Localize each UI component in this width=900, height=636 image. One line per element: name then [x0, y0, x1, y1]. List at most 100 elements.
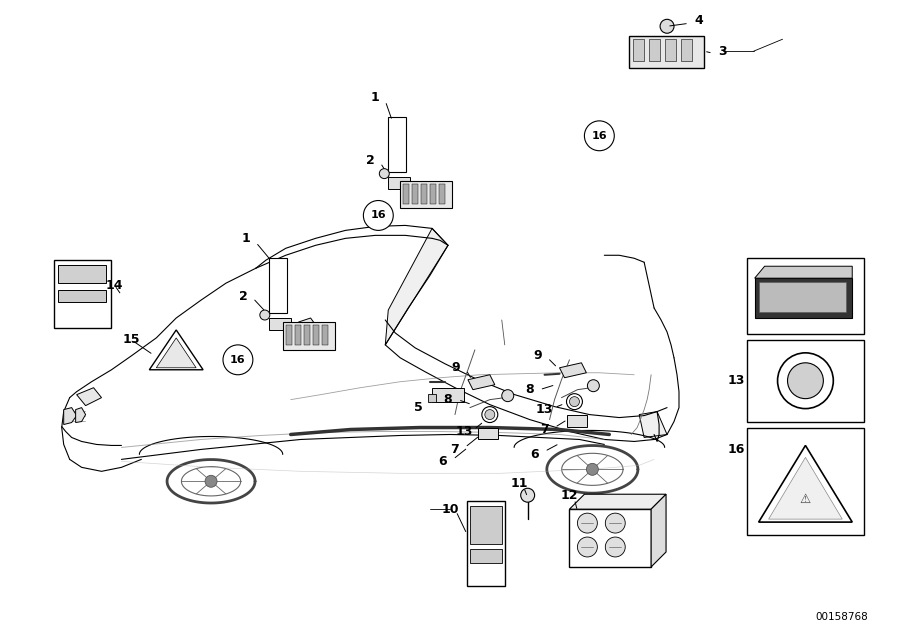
Circle shape	[485, 410, 495, 420]
Bar	[54, 260, 112, 328]
Text: 15: 15	[122, 333, 140, 347]
Polygon shape	[468, 375, 495, 390]
Text: 3: 3	[718, 45, 727, 58]
Bar	[303, 325, 310, 345]
Circle shape	[482, 406, 498, 422]
Polygon shape	[76, 388, 102, 406]
Text: 11: 11	[511, 477, 528, 490]
Bar	[681, 39, 692, 61]
Bar	[478, 427, 498, 439]
Circle shape	[660, 19, 674, 33]
Text: 7: 7	[540, 423, 549, 436]
Text: 12: 12	[561, 488, 578, 502]
Polygon shape	[651, 494, 666, 567]
Text: ⚠: ⚠	[800, 493, 811, 506]
Text: 5: 5	[414, 401, 422, 414]
Text: 1: 1	[241, 232, 250, 245]
Circle shape	[606, 513, 626, 533]
Bar	[759, 282, 846, 312]
Polygon shape	[76, 408, 86, 422]
Text: 16: 16	[591, 131, 608, 141]
Circle shape	[788, 363, 824, 399]
Bar	[432, 388, 464, 401]
Text: 7: 7	[451, 443, 459, 456]
Bar	[403, 184, 410, 204]
Bar	[629, 36, 704, 68]
Text: 8: 8	[444, 393, 453, 406]
Bar	[388, 177, 410, 188]
Bar	[294, 325, 301, 345]
Text: 10: 10	[441, 502, 459, 516]
Circle shape	[364, 200, 393, 230]
Text: 6: 6	[530, 448, 539, 461]
Bar	[634, 39, 644, 61]
Bar	[470, 506, 502, 544]
Text: 2: 2	[238, 289, 248, 303]
Bar	[649, 39, 660, 61]
Bar	[747, 427, 864, 535]
Bar	[467, 501, 505, 586]
Polygon shape	[639, 411, 667, 438]
Text: 13: 13	[728, 374, 745, 387]
Polygon shape	[296, 318, 316, 330]
Polygon shape	[769, 457, 842, 519]
Text: 16: 16	[728, 443, 745, 456]
Text: 1: 1	[371, 92, 380, 104]
Circle shape	[570, 397, 580, 406]
Circle shape	[606, 537, 626, 557]
Bar	[58, 290, 105, 302]
Circle shape	[502, 390, 514, 401]
Bar	[747, 340, 864, 422]
Bar	[269, 318, 291, 330]
Bar	[269, 258, 287, 313]
Polygon shape	[385, 228, 448, 345]
Text: 13: 13	[455, 425, 472, 438]
Bar	[388, 117, 406, 172]
Text: 9: 9	[534, 349, 542, 363]
Bar	[428, 394, 436, 401]
Bar	[400, 181, 452, 209]
Circle shape	[566, 394, 582, 410]
Polygon shape	[157, 338, 196, 368]
Bar	[321, 325, 328, 345]
Text: 9: 9	[452, 361, 460, 374]
Circle shape	[205, 475, 217, 487]
Text: 14: 14	[105, 279, 123, 292]
Text: 4: 4	[695, 14, 703, 27]
Bar	[568, 415, 588, 427]
Polygon shape	[64, 408, 76, 425]
Polygon shape	[149, 330, 203, 370]
Circle shape	[588, 380, 599, 392]
Bar	[430, 184, 436, 204]
Polygon shape	[759, 445, 852, 522]
Bar	[665, 39, 676, 61]
Text: 13: 13	[536, 403, 554, 416]
Bar	[58, 265, 105, 283]
Text: 6: 6	[438, 455, 447, 468]
Bar	[439, 184, 445, 204]
Bar	[755, 278, 852, 318]
Bar	[283, 322, 335, 350]
Circle shape	[587, 464, 599, 475]
Circle shape	[578, 537, 598, 557]
Circle shape	[521, 488, 535, 502]
Text: 8: 8	[526, 383, 534, 396]
Text: 00158768: 00158768	[815, 612, 868, 621]
Bar	[570, 509, 651, 567]
Polygon shape	[560, 363, 587, 378]
Circle shape	[223, 345, 253, 375]
Polygon shape	[570, 494, 666, 509]
Bar	[470, 549, 502, 563]
Circle shape	[778, 353, 833, 408]
Circle shape	[260, 310, 270, 320]
Text: 16: 16	[371, 211, 386, 221]
Bar	[421, 184, 428, 204]
Circle shape	[584, 121, 615, 151]
Circle shape	[578, 513, 598, 533]
Text: 16: 16	[230, 355, 246, 365]
Bar	[285, 325, 292, 345]
Polygon shape	[755, 266, 852, 278]
Circle shape	[379, 169, 390, 179]
Bar	[747, 258, 864, 334]
Bar	[312, 325, 319, 345]
